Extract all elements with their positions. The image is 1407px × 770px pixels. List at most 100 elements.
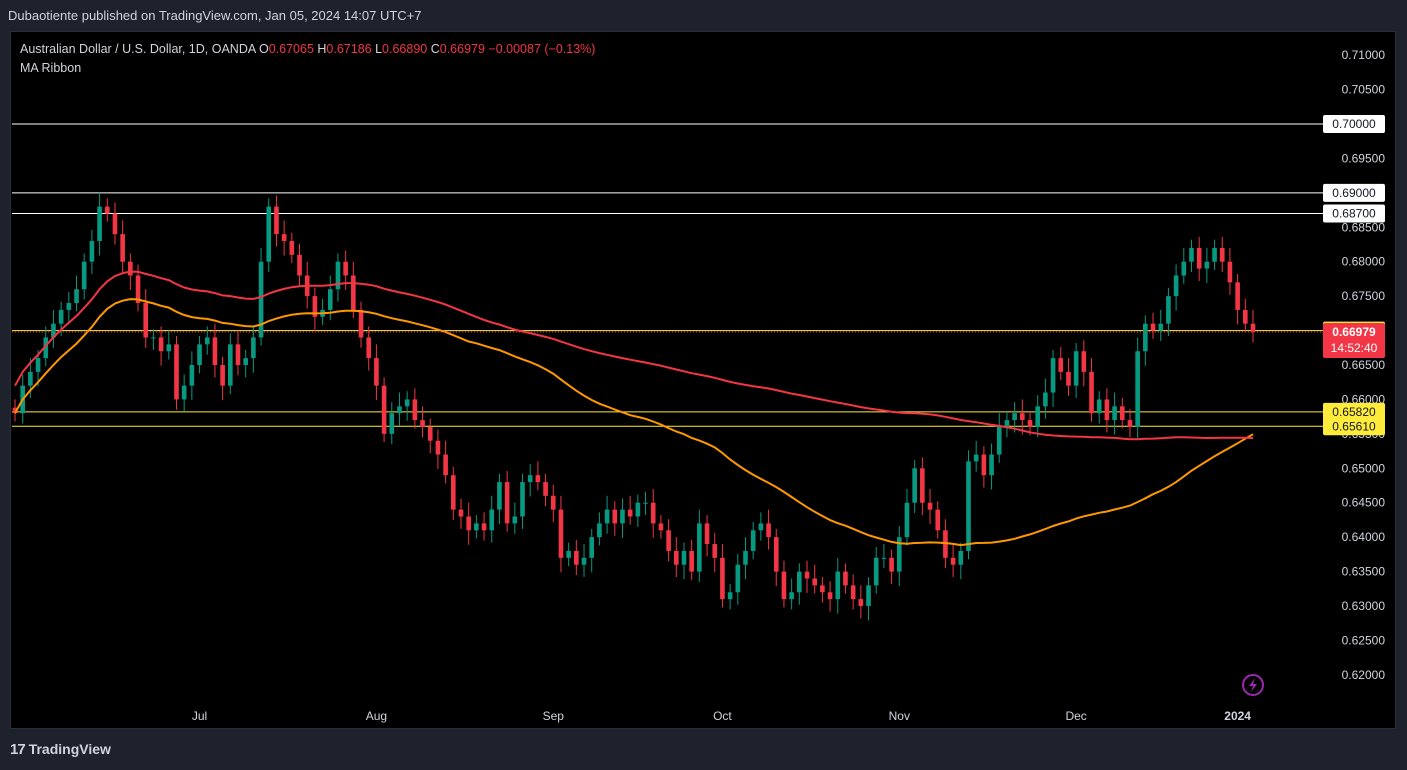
candle-body (866, 585, 871, 607)
candle-body (535, 475, 541, 483)
candle-body (1150, 323, 1156, 331)
candle-body (904, 502, 910, 538)
legend-indicator[interactable]: MA Ribbon (20, 61, 82, 75)
candle-body (450, 475, 456, 510)
candle-body (281, 234, 287, 242)
candle-body (527, 475, 533, 483)
candle-body (1050, 358, 1056, 393)
candle-body (466, 516, 471, 531)
candle-body (712, 544, 718, 558)
x-tick-label: Jul (192, 709, 207, 723)
y-tick-label: 0.66500 (1342, 358, 1386, 372)
candle-body (566, 550, 571, 558)
candle-body (1181, 261, 1187, 276)
candle-body (389, 413, 395, 434)
candle-body (343, 261, 348, 276)
candle-body (504, 482, 510, 524)
candle-body (1219, 247, 1225, 262)
last-price-label-bg (1323, 323, 1385, 359)
candle-body (966, 461, 971, 551)
candle-body (996, 426, 1002, 455)
y-tick-label: 0.62500 (1342, 633, 1386, 647)
candle-body (212, 337, 218, 365)
candle-body (435, 440, 441, 455)
candle-body (143, 303, 149, 338)
x-tick-label: 2024 (1224, 709, 1251, 723)
candle-body (497, 482, 502, 510)
candle-body (627, 509, 633, 517)
candle-body (1096, 399, 1102, 414)
lightning-icon[interactable] (1242, 674, 1264, 696)
candle-body (266, 206, 272, 262)
candle-body (766, 523, 771, 538)
candle-body (512, 516, 518, 524)
level-label: 0.69000 (1332, 186, 1376, 200)
level-label: 0.65820 (1332, 405, 1376, 419)
candle-body (89, 241, 95, 262)
candle-body (81, 261, 87, 290)
legend-symbol: Australian Dollar / U.S. Dollar, 1D, OAN… (20, 42, 256, 56)
candle-body (574, 550, 579, 565)
candle-body (297, 254, 302, 276)
level-label: 0.68700 (1332, 206, 1376, 220)
candle-body (797, 571, 802, 593)
candle-body (1143, 323, 1148, 352)
x-tick-label: Nov (889, 709, 910, 723)
candle-body (735, 564, 741, 593)
level-label-bg (1323, 114, 1385, 133)
candle-body (697, 523, 702, 572)
candle-body (558, 509, 564, 558)
candle-body (681, 550, 687, 565)
candle-body (981, 454, 987, 476)
y-tick-label: 0.63500 (1342, 565, 1386, 579)
candle-body (543, 482, 548, 496)
candle-body (181, 385, 187, 400)
candle-body (335, 261, 341, 290)
candle-body (689, 550, 694, 572)
candle-body (289, 241, 295, 255)
candle-body (920, 468, 925, 503)
candle-body (1212, 247, 1217, 262)
candle-body (820, 585, 825, 593)
candle-body (251, 337, 256, 359)
candle-body (1166, 296, 1171, 324)
publisher-line: Dubaotiente published on TradingView.com… (8, 8, 422, 23)
candle-body (812, 578, 818, 586)
level-label-bg (1323, 204, 1385, 223)
candle-body (112, 213, 118, 235)
price-chart[interactable]: 0.71000 0.70500 0.70000 0.69500 0.69000 0.685… (10, 31, 1396, 729)
candle-body (28, 371, 33, 386)
candle-body (827, 592, 833, 600)
legend-h-value: 0.67186 (326, 42, 372, 56)
candle-body (1073, 351, 1079, 386)
candle-body (950, 557, 956, 565)
candle-body (43, 337, 49, 359)
y-tick-label: 0.67500 (1342, 289, 1386, 303)
candle-body (520, 482, 525, 517)
level-label-bg (1323, 417, 1385, 436)
candle-body (327, 289, 333, 310)
candle-body (243, 358, 248, 365)
candle-body (404, 399, 410, 407)
chart-legend: Australian Dollar / U.S. Dollar, 1D, OAN… (20, 40, 595, 78)
candle-body (1227, 261, 1233, 283)
level-label: 0.70000 (1332, 117, 1376, 131)
candle-body (858, 599, 864, 607)
candle-body (912, 468, 917, 503)
candle-body (750, 530, 756, 551)
candle-body (958, 550, 964, 565)
candle-body (1035, 406, 1041, 427)
footer-branding[interactable]: 17 TradingView (10, 738, 111, 760)
candle-body (604, 509, 610, 524)
candle-body (204, 337, 210, 345)
candle-body (1158, 323, 1164, 331)
candle-body (727, 592, 733, 600)
candle-body (1196, 247, 1202, 269)
candle-body (720, 557, 725, 600)
candle-body (58, 309, 64, 324)
candle-body (397, 406, 402, 414)
candle-body (835, 571, 841, 600)
legend-c-label: C (430, 42, 440, 56)
x-tick-label: Dec (1065, 709, 1086, 723)
candle-body (789, 592, 794, 600)
